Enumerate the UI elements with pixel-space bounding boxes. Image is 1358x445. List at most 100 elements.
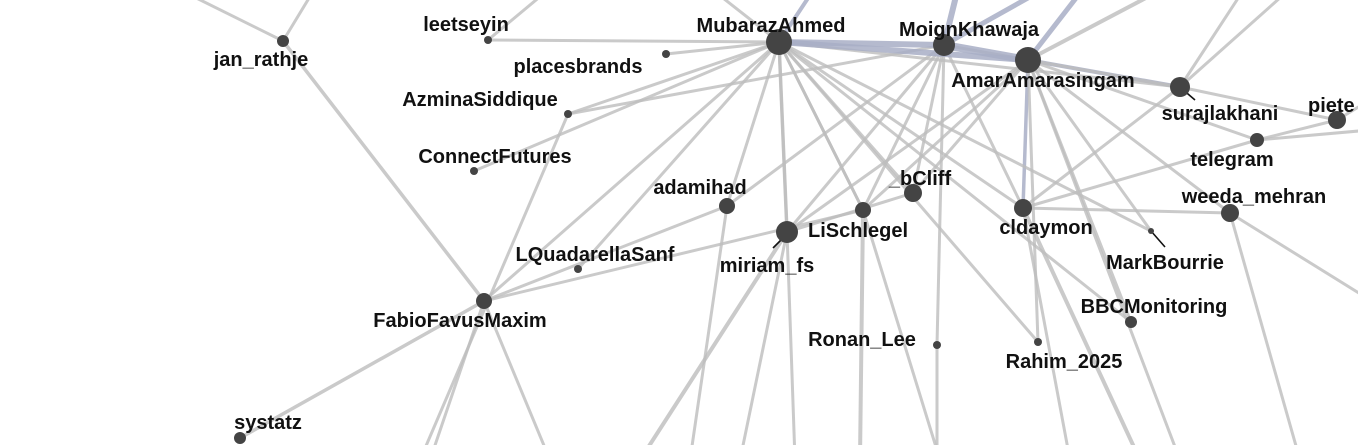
edge <box>566 43 946 116</box>
node-piete[interactable] <box>1328 111 1346 129</box>
node-label: surajlakhani <box>1162 103 1279 125</box>
edge <box>725 43 946 208</box>
node-bcliff[interactable] <box>904 184 922 202</box>
edge <box>777 40 789 234</box>
node-label: LQuadarellaSanf <box>516 244 675 266</box>
edge <box>785 191 915 234</box>
node-label: systatz <box>234 412 302 434</box>
edge <box>472 40 781 173</box>
node-mubarazahmed[interactable] <box>766 29 792 55</box>
node-leetseyin[interactable] <box>484 36 492 44</box>
edge <box>861 58 1030 212</box>
edge <box>1021 206 1069 445</box>
edge <box>741 230 789 445</box>
edge <box>777 40 865 212</box>
node-label: cldaymon <box>999 217 1092 239</box>
edge <box>777 40 1133 324</box>
node-label: LiSchlegel <box>808 220 908 242</box>
edge <box>1255 129 1358 142</box>
labels-layer: jan_rathje leetseyin MubarazAhmed MoignKhaw… <box>213 14 1355 434</box>
edge <box>1021 206 1232 215</box>
node-jan-rathje[interactable] <box>277 35 289 47</box>
node-azminasiddique[interactable] <box>564 110 572 118</box>
node-label: AmarAmarasingam <box>951 70 1134 92</box>
edge <box>942 43 1025 210</box>
edge <box>941 0 1030 48</box>
node-label: placesbrands <box>514 56 643 78</box>
node-telegram[interactable] <box>1250 133 1264 147</box>
node-label: leetseyin <box>423 14 509 36</box>
node-lischlegel[interactable] <box>855 202 871 218</box>
node-label: MoignKhawaja <box>899 19 1040 41</box>
edge <box>725 40 781 208</box>
edge <box>723 0 781 44</box>
node-adamihad[interactable] <box>719 198 735 214</box>
node-label: adamihad <box>653 177 746 199</box>
edge <box>486 0 539 42</box>
edge <box>911 58 1030 195</box>
edge <box>861 208 937 445</box>
node-markbourrie[interactable] <box>1148 228 1154 234</box>
node-ronan-lee[interactable] <box>933 341 941 349</box>
node-label: jan_rathje <box>213 49 308 71</box>
edge <box>281 39 486 303</box>
node-lquadarellasanf[interactable] <box>574 265 582 273</box>
edge <box>486 38 781 44</box>
edge <box>858 208 865 445</box>
edge <box>776 39 1031 63</box>
label-leader <box>1150 230 1166 248</box>
edge <box>1228 211 1298 445</box>
edge <box>1228 211 1358 295</box>
edge <box>1026 58 1232 215</box>
edge <box>1021 85 1182 210</box>
node-weeda-mehran[interactable] <box>1221 204 1239 222</box>
edge <box>433 299 486 445</box>
node-surajlakhani[interactable] <box>1170 77 1190 97</box>
edge <box>482 208 865 303</box>
edge <box>1178 0 1280 89</box>
node-miriam-fs[interactable] <box>776 221 798 243</box>
node-label: weeda_mehran <box>1181 186 1327 208</box>
edge <box>1025 0 1078 63</box>
edge <box>777 40 1025 210</box>
edges-layer <box>196 0 1358 445</box>
edge <box>566 40 781 116</box>
edge <box>647 230 789 445</box>
edge <box>1026 58 1176 445</box>
edge <box>196 0 285 43</box>
node-label: piete <box>1308 95 1355 117</box>
edge <box>482 299 546 445</box>
edge <box>1026 58 1040 344</box>
node-label: MubarazAhmed <box>697 15 846 37</box>
edge <box>482 204 729 303</box>
node-cldaymon[interactable] <box>1014 199 1032 217</box>
node-moignkhawaja[interactable] <box>933 34 955 56</box>
edge <box>424 112 570 445</box>
edge <box>1178 85 1339 122</box>
edge <box>281 0 310 43</box>
edge <box>935 43 946 347</box>
edge <box>1026 58 1153 233</box>
edge <box>238 299 486 440</box>
edge <box>1021 206 1136 445</box>
edge <box>576 40 781 271</box>
node-placesbrands[interactable] <box>662 50 670 58</box>
edge <box>1021 58 1030 210</box>
node-systatz[interactable] <box>234 432 246 444</box>
node-label: telegram <box>1190 149 1273 171</box>
node-label: miriam_fs <box>720 255 815 277</box>
edge <box>1178 0 1239 89</box>
node-label: AzminaSiddique <box>402 89 558 111</box>
node-rahim-2025[interactable] <box>1034 338 1042 346</box>
edge <box>1021 138 1259 210</box>
node-label: ConnectFutures <box>418 146 571 168</box>
node-label: Ronan_Lee <box>808 329 916 351</box>
node-amaramarasingam[interactable] <box>1015 47 1041 73</box>
node-fabiofavusmaxim[interactable] <box>476 293 492 309</box>
node-label: _bCliff <box>888 168 952 190</box>
node-bbcmonitoring[interactable] <box>1125 316 1137 328</box>
node-connectfutures[interactable] <box>470 167 478 175</box>
node-label: FabioFavusMaxim <box>373 310 546 332</box>
edge <box>941 0 959 48</box>
